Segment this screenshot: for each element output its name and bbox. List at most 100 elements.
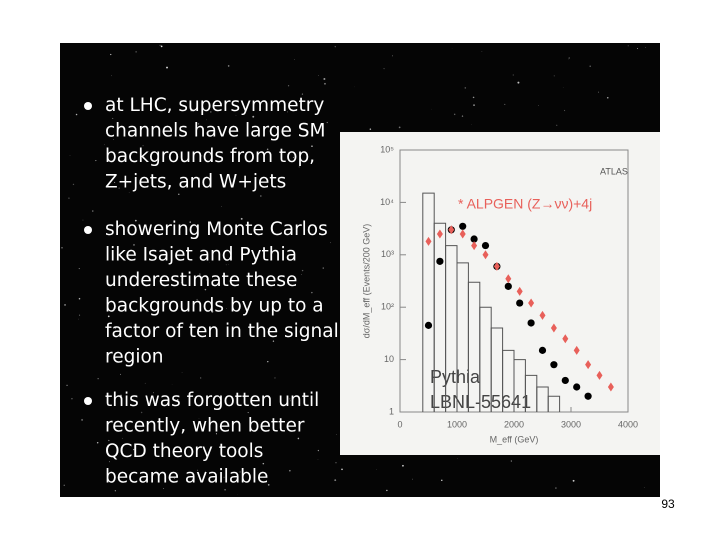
- star: [71, 398, 72, 399]
- star: [260, 195, 261, 196]
- annotation: ATLAS: [600, 166, 628, 176]
- bullet-dot: [84, 397, 92, 405]
- bullet-line: at LHC, supersymmetry: [105, 95, 324, 116]
- star: [252, 116, 254, 118]
- star: [294, 59, 295, 60]
- data-point: [436, 258, 443, 265]
- star: [644, 487, 645, 488]
- bullet-line: this was forgotten until: [105, 390, 319, 411]
- y-tick-label: 10²: [381, 302, 394, 312]
- star: [182, 372, 183, 373]
- star: [289, 470, 291, 472]
- star: [412, 479, 413, 480]
- bullet-line: showering Monte Carlos: [105, 219, 328, 240]
- y-axis-label: dσ/dM_eff (Events/200 GeV): [361, 224, 371, 338]
- star: [336, 434, 337, 435]
- star: [573, 480, 575, 482]
- star: [122, 438, 123, 439]
- star: [161, 45, 163, 47]
- star: [517, 82, 519, 84]
- y-tick-label: 10⁴: [380, 197, 394, 207]
- star: [335, 46, 336, 47]
- bullet-line: backgrounds from top,: [105, 146, 315, 167]
- star: [228, 65, 230, 67]
- star: [563, 87, 564, 88]
- star: [81, 419, 83, 421]
- star: [645, 47, 646, 48]
- x-tick-label: 4000: [618, 419, 638, 429]
- star: [302, 270, 303, 271]
- star: [598, 92, 599, 93]
- star: [556, 125, 557, 126]
- star: [554, 75, 555, 76]
- star: [628, 45, 629, 46]
- star: [141, 412, 142, 413]
- bullet-line: like Isajet and Pythia: [105, 245, 297, 266]
- star: [637, 48, 638, 49]
- star: [115, 490, 116, 491]
- data-point: [425, 322, 432, 329]
- star: [555, 487, 557, 489]
- star: [78, 319, 79, 320]
- data-point: [459, 223, 466, 230]
- star: [92, 210, 93, 211]
- data-point: [539, 347, 546, 354]
- star: [95, 160, 96, 161]
- star: [392, 55, 393, 56]
- page-number: 93: [661, 497, 675, 511]
- star: [274, 377, 275, 378]
- star: [441, 480, 442, 481]
- y-tick-label: 10: [384, 354, 394, 364]
- star: [318, 450, 319, 451]
- star: [504, 104, 505, 105]
- star: [159, 45, 160, 46]
- y-tick-label: 10⁵: [380, 144, 394, 154]
- y-tick-label: 1: [389, 406, 394, 416]
- annotation: Pythia: [430, 367, 481, 387]
- star: [569, 57, 570, 58]
- star: [564, 110, 565, 111]
- bullet-line: QCD theory tools: [105, 441, 263, 462]
- star: [323, 268, 324, 269]
- x-tick-label: 2000: [504, 419, 524, 429]
- star: [68, 197, 70, 199]
- star: [399, 127, 401, 129]
- data-point: [585, 393, 592, 400]
- star: [370, 128, 371, 129]
- star: [97, 442, 98, 443]
- star: [178, 194, 179, 195]
- star: [112, 118, 113, 119]
- star: [341, 469, 343, 471]
- star: [73, 184, 74, 185]
- star: [200, 378, 201, 379]
- x-tick-label: 1000: [447, 419, 467, 429]
- star: [473, 97, 475, 99]
- data-point: [505, 283, 512, 290]
- star: [166, 67, 168, 69]
- star: [145, 383, 146, 384]
- star: [324, 83, 326, 85]
- star: [311, 292, 312, 293]
- bullet-line: region: [105, 347, 164, 368]
- star: [482, 51, 483, 52]
- star: [64, 304, 66, 306]
- bullet-dot: [84, 226, 92, 234]
- star: [110, 54, 111, 55]
- bullet-line: Z+jets, and W+jets: [105, 172, 286, 193]
- x-axis-label: M_eff (GeV): [490, 434, 539, 444]
- star: [163, 488, 164, 489]
- bullet-line: recently, when better: [105, 416, 305, 437]
- data-point: [516, 299, 523, 306]
- star: [511, 460, 512, 461]
- x-tick-label: 3000: [561, 419, 581, 429]
- data-point: [562, 377, 569, 384]
- star: [79, 298, 81, 300]
- legend-entry: * ALPGEN (Z→νν)+4j: [458, 196, 592, 212]
- bullet-line: factor of ten in the signal: [105, 321, 339, 342]
- star: [70, 155, 71, 156]
- star: [462, 115, 463, 116]
- star: [298, 438, 300, 440]
- star: [98, 378, 99, 379]
